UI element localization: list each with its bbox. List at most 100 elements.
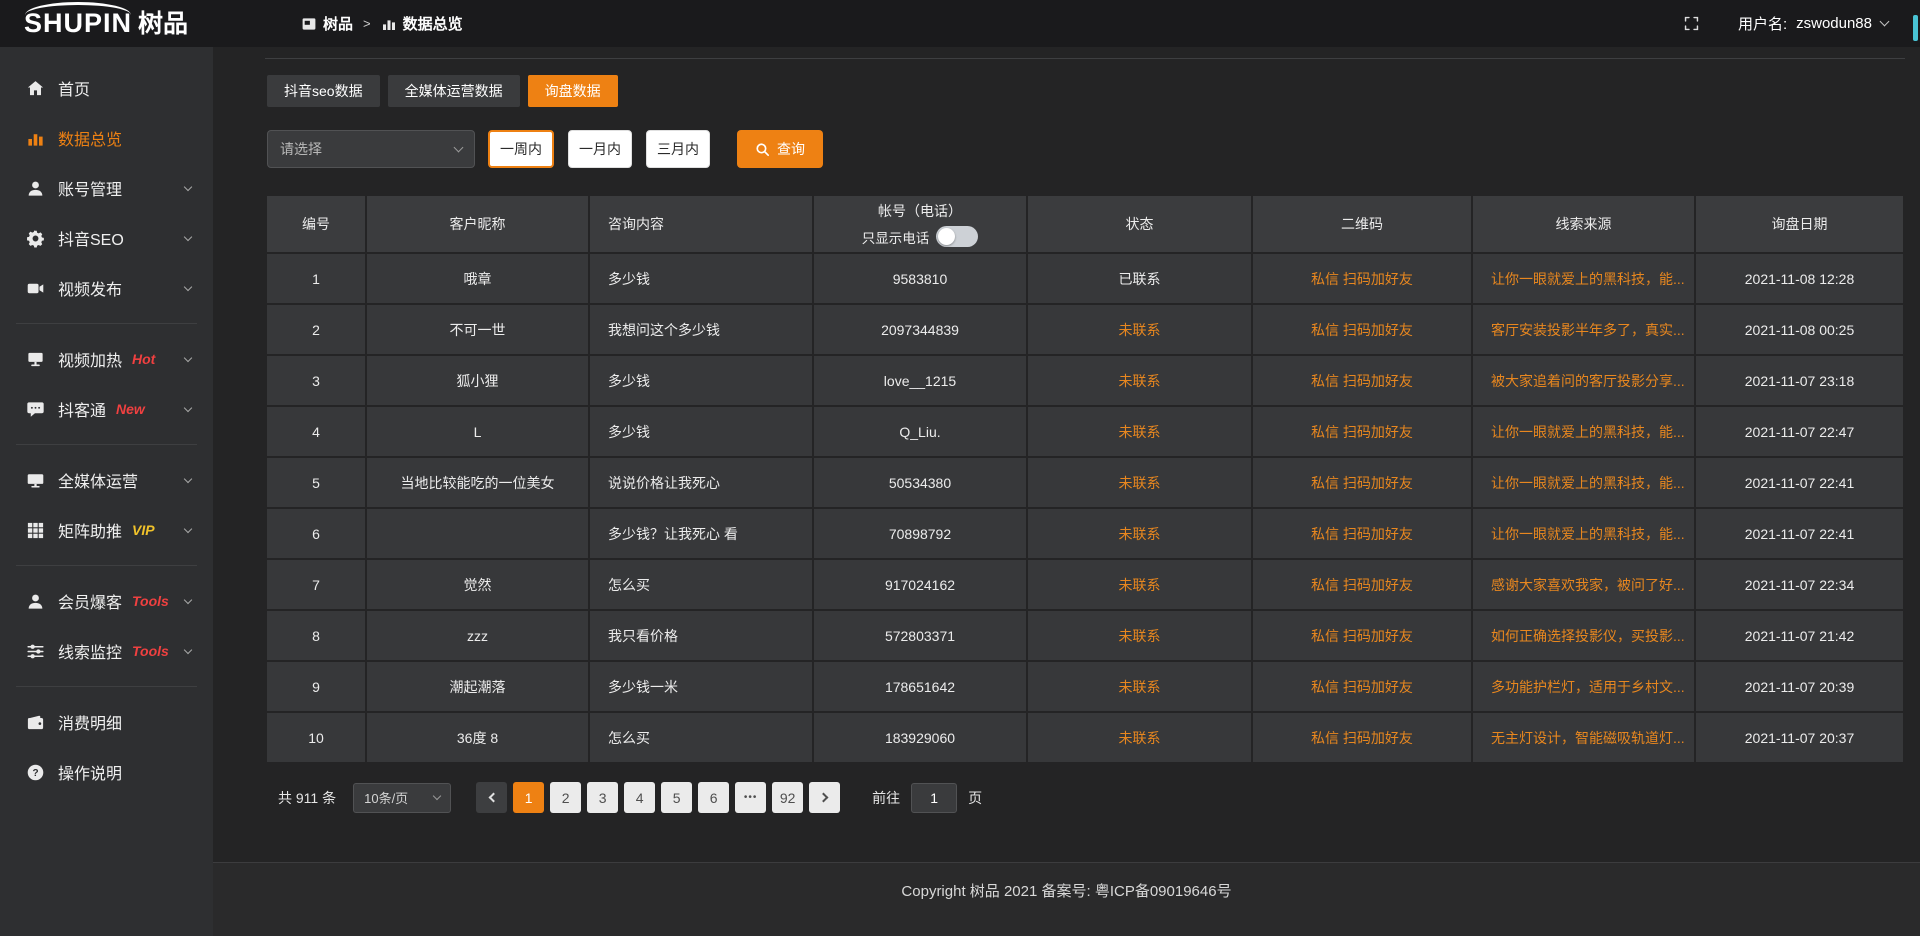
fullscreen-icon[interactable]	[1683, 15, 1700, 32]
cell-qrcode-links[interactable]: 私信 扫码加好友	[1251, 405, 1473, 458]
sidebar-item[interactable]: 全媒体运营	[0, 455, 213, 505]
breadcrumb-item-current: 数据总览	[381, 13, 463, 34]
tab[interactable]: 全媒体运营数据	[387, 75, 520, 107]
cell-id: 6	[265, 507, 367, 560]
query-button[interactable]: 查询	[737, 130, 823, 168]
sidebar-item[interactable]: 视频加热 Hot	[0, 334, 213, 384]
cell-source-link[interactable]: 客厅安装投影半年多了，真实...	[1471, 303, 1696, 356]
cell-nickname: L	[365, 405, 590, 458]
sidebar-item[interactable]: 视频发布	[0, 263, 213, 313]
cell-source-link[interactable]: 被大家追着问的客厅投影分享...	[1471, 354, 1696, 407]
cell-account: 50534380	[812, 456, 1028, 509]
cell-account: 9583810	[812, 252, 1028, 305]
page-button[interactable]: 5	[661, 782, 693, 813]
tab[interactable]: 询盘数据	[527, 75, 618, 107]
table-row: 2 不可一世 我想问这个多少钱 2097344839 未联系 私信 扫码加好友 …	[265, 303, 1905, 356]
cell-id: 3	[265, 354, 367, 407]
cell-qrcode-links[interactable]: 私信 扫码加好友	[1251, 507, 1473, 560]
sidebar-item[interactable]: ? 操作说明	[0, 747, 213, 797]
user-icon	[25, 178, 45, 198]
table-row: 7 觉然 怎么买 917024162 未联系 私信 扫码加好友 感谢大家喜欢我家…	[265, 558, 1905, 611]
question-icon: ?	[25, 762, 45, 782]
tab[interactable]: 抖音seo数据	[267, 75, 380, 107]
col-header-content: 咨询内容	[588, 194, 814, 254]
user-label: 用户名:	[1737, 16, 1788, 33]
sidebar-item[interactable]: 线索监控 Tools	[0, 626, 213, 676]
cell-source-link[interactable]: 让你一眼就爱上的黑科技，能...	[1471, 252, 1696, 305]
page-button[interactable]: 1	[513, 782, 545, 813]
col-header-id: 编号	[265, 194, 367, 254]
page-button[interactable]: •••	[735, 782, 767, 813]
chart-icon	[25, 128, 45, 148]
sidebar-divider	[16, 444, 197, 445]
prev-page-button[interactable]	[476, 782, 508, 813]
col-header-date: 询盘日期	[1694, 194, 1905, 254]
sidebar-item-label: 视频发布	[58, 282, 123, 299]
cell-nickname: 觉然	[365, 558, 590, 611]
sidebar-item-label: 视频加热	[58, 353, 123, 370]
chevron-down-icon	[183, 182, 193, 192]
cell-qrcode-links[interactable]: 私信 扫码加好友	[1251, 252, 1473, 305]
cell-content: 怎么买	[588, 558, 814, 611]
next-page-button[interactable]	[809, 782, 841, 813]
cell-source-link[interactable]: 让你一眼就爱上的黑科技，能...	[1471, 456, 1696, 509]
user-menu[interactable]: 用户名: zswodun88	[1737, 13, 1890, 34]
sidebar-item-badge: Tools	[132, 593, 169, 609]
cell-status: 未联系	[1026, 507, 1253, 560]
sidebar-item[interactable]: 抖客通 New	[0, 384, 213, 434]
cell-date: 2021-11-08 00:25	[1694, 303, 1905, 356]
cell-qrcode-links[interactable]: 私信 扫码加好友	[1251, 354, 1473, 407]
page-button[interactable]: 92	[772, 782, 804, 813]
scrollbar-thumb[interactable]	[1913, 15, 1918, 41]
cell-qrcode-links[interactable]: 私信 扫码加好友	[1251, 711, 1473, 764]
phone-only-toggle[interactable]	[936, 226, 979, 247]
cell-qrcode-links[interactable]: 私信 扫码加好友	[1251, 609, 1473, 662]
tv-icon	[25, 349, 45, 369]
page-size-select[interactable]: 10条/页	[353, 782, 452, 813]
cell-qrcode-links[interactable]: 私信 扫码加好友	[1251, 660, 1473, 713]
cell-id: 10	[265, 711, 367, 764]
phone-toggle-label: 只显示电话	[861, 230, 930, 246]
chevron-right-icon	[818, 792, 829, 803]
cell-id: 8	[265, 609, 367, 662]
cell-source-link[interactable]: 感谢大家喜欢我家，被问了好...	[1471, 558, 1696, 611]
cell-qrcode-links[interactable]: 私信 扫码加好友	[1251, 558, 1473, 611]
cell-source-link[interactable]: 如何正确选择投影仪，买投影...	[1471, 609, 1696, 662]
range-button[interactable]: 三月内	[646, 130, 710, 168]
sliders-icon	[25, 641, 45, 661]
page-button[interactable]: 2	[550, 782, 582, 813]
table-row: 10 36度 8 怎么买 183929060 未联系 私信 扫码加好友 无主灯设…	[265, 711, 1905, 764]
range-button[interactable]: 一月内	[568, 130, 632, 168]
sidebar-item[interactable]: 矩阵助推 VIP	[0, 505, 213, 555]
range-button[interactable]: 一周内	[488, 130, 554, 168]
cell-qrcode-links[interactable]: 私信 扫码加好友	[1251, 303, 1473, 356]
cell-content: 我只看价格	[588, 609, 814, 662]
goto-unit: 页	[968, 789, 983, 806]
sidebar-item-label: 会员爆客	[58, 595, 123, 612]
cell-qrcode-links[interactable]: 私信 扫码加好友	[1251, 456, 1473, 509]
pagination: 共 911 条 10条/页 1 2 3 4 5 6 ••• 92	[265, 782, 1905, 813]
sidebar-item-badge: New	[116, 401, 145, 417]
filter-select[interactable]: 请选择	[267, 130, 475, 168]
cell-source-link[interactable]: 无主灯设计，智能磁吸轨道灯...	[1471, 711, 1696, 764]
breadcrumb-item-home[interactable]: 树品	[301, 13, 353, 34]
page-button[interactable]: 3	[587, 782, 619, 813]
cell-nickname: 潮起潮落	[365, 660, 590, 713]
cell-nickname: 狐小狸	[365, 354, 590, 407]
search-icon	[755, 142, 770, 157]
sidebar-item[interactable]: 会员爆客 Tools	[0, 576, 213, 626]
cell-source-link[interactable]: 让你一眼就爱上的黑科技，能...	[1471, 507, 1696, 560]
table-row: 4 L 多少钱 Q_Liu. 未联系 私信 扫码加好友 让你一眼就爱上的黑科技，…	[265, 405, 1905, 458]
cell-source-link[interactable]: 让你一眼就爱上的黑科技，能...	[1471, 405, 1696, 458]
sidebar-item[interactable]: 抖音SEO	[0, 213, 213, 263]
sidebar-item-badge: VIP	[132, 522, 155, 538]
sidebar-item[interactable]: 消费明细	[0, 697, 213, 747]
breadcrumb-separator: >	[363, 16, 371, 31]
sidebar-item[interactable]: 数据总览	[0, 113, 213, 163]
goto-page-input[interactable]	[911, 782, 958, 813]
page-button[interactable]: 4	[624, 782, 656, 813]
sidebar-item[interactable]: 账号管理	[0, 163, 213, 213]
sidebar-item[interactable]: 首页	[0, 63, 213, 113]
page-button[interactable]: 6	[698, 782, 730, 813]
cell-source-link[interactable]: 多功能护栏灯，适用于乡村文...	[1471, 660, 1696, 713]
